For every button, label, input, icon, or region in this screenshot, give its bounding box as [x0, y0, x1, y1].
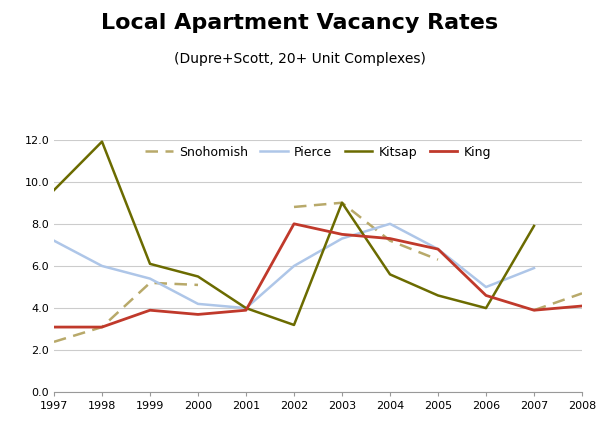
Text: (Dupre+Scott, 20+ Unit Complexes): (Dupre+Scott, 20+ Unit Complexes) [174, 52, 426, 66]
Text: Local Apartment Vacancy Rates: Local Apartment Vacancy Rates [101, 13, 499, 33]
Legend: Snohomish, Pierce, Kitsap, King: Snohomish, Pierce, Kitsap, King [145, 146, 491, 159]
